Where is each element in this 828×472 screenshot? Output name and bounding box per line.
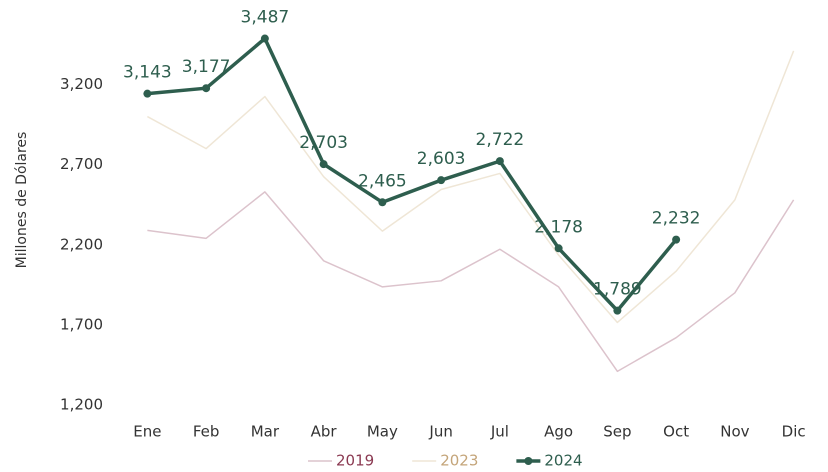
point xyxy=(143,89,152,98)
point xyxy=(554,244,563,253)
y-tick-label: 2,700 xyxy=(60,155,103,173)
x-tick-label: Sep xyxy=(603,423,631,441)
legend-label: 2019 xyxy=(336,452,374,470)
y-tick-label: 3,200 xyxy=(60,75,103,93)
data-label: 1,789 xyxy=(593,280,642,300)
point xyxy=(495,157,504,166)
x-tick-label: Abr xyxy=(311,423,338,441)
data-label: 2,465 xyxy=(358,171,407,191)
series-line xyxy=(147,36,678,313)
x-tick-label: Mar xyxy=(251,423,280,441)
x-tick-label: Ene xyxy=(133,423,161,441)
x-tick-label: Jun xyxy=(428,423,452,441)
legend-marker xyxy=(524,457,533,465)
data-label: 2,703 xyxy=(299,133,348,153)
legend-label: 2024 xyxy=(544,452,582,470)
x-tick-label: Ago xyxy=(544,423,573,441)
x-tick-label: Feb xyxy=(193,423,220,441)
series-line xyxy=(147,191,795,373)
data-label: 2,603 xyxy=(417,149,466,169)
x-tick-label: Dic xyxy=(782,423,806,441)
point xyxy=(378,198,387,207)
y-axis-label: Millones de Dólares xyxy=(14,132,30,269)
legend-label: 2023 xyxy=(440,452,478,470)
series-line xyxy=(147,50,795,324)
y-tick-label: 2,200 xyxy=(60,235,103,253)
point xyxy=(613,306,622,315)
point xyxy=(319,160,328,169)
data-label: 3,487 xyxy=(241,8,290,28)
data-label: 2,178 xyxy=(534,217,583,237)
data-label: 3,143 xyxy=(123,63,172,83)
x-tick-label: Jul xyxy=(490,423,509,441)
data-label: 2,722 xyxy=(476,130,525,150)
x-tick-label: Oct xyxy=(663,423,689,441)
point xyxy=(202,84,211,93)
x-tick-label: Nov xyxy=(720,423,749,441)
point xyxy=(437,176,446,185)
point xyxy=(260,34,269,43)
y-tick-label: 1,700 xyxy=(60,315,103,333)
data-label: 2,232 xyxy=(652,209,701,229)
x-tick-label: May xyxy=(367,423,398,441)
data-label: 3,177 xyxy=(182,57,231,77)
point xyxy=(672,235,681,244)
y-tick-label: 1,200 xyxy=(60,396,103,414)
